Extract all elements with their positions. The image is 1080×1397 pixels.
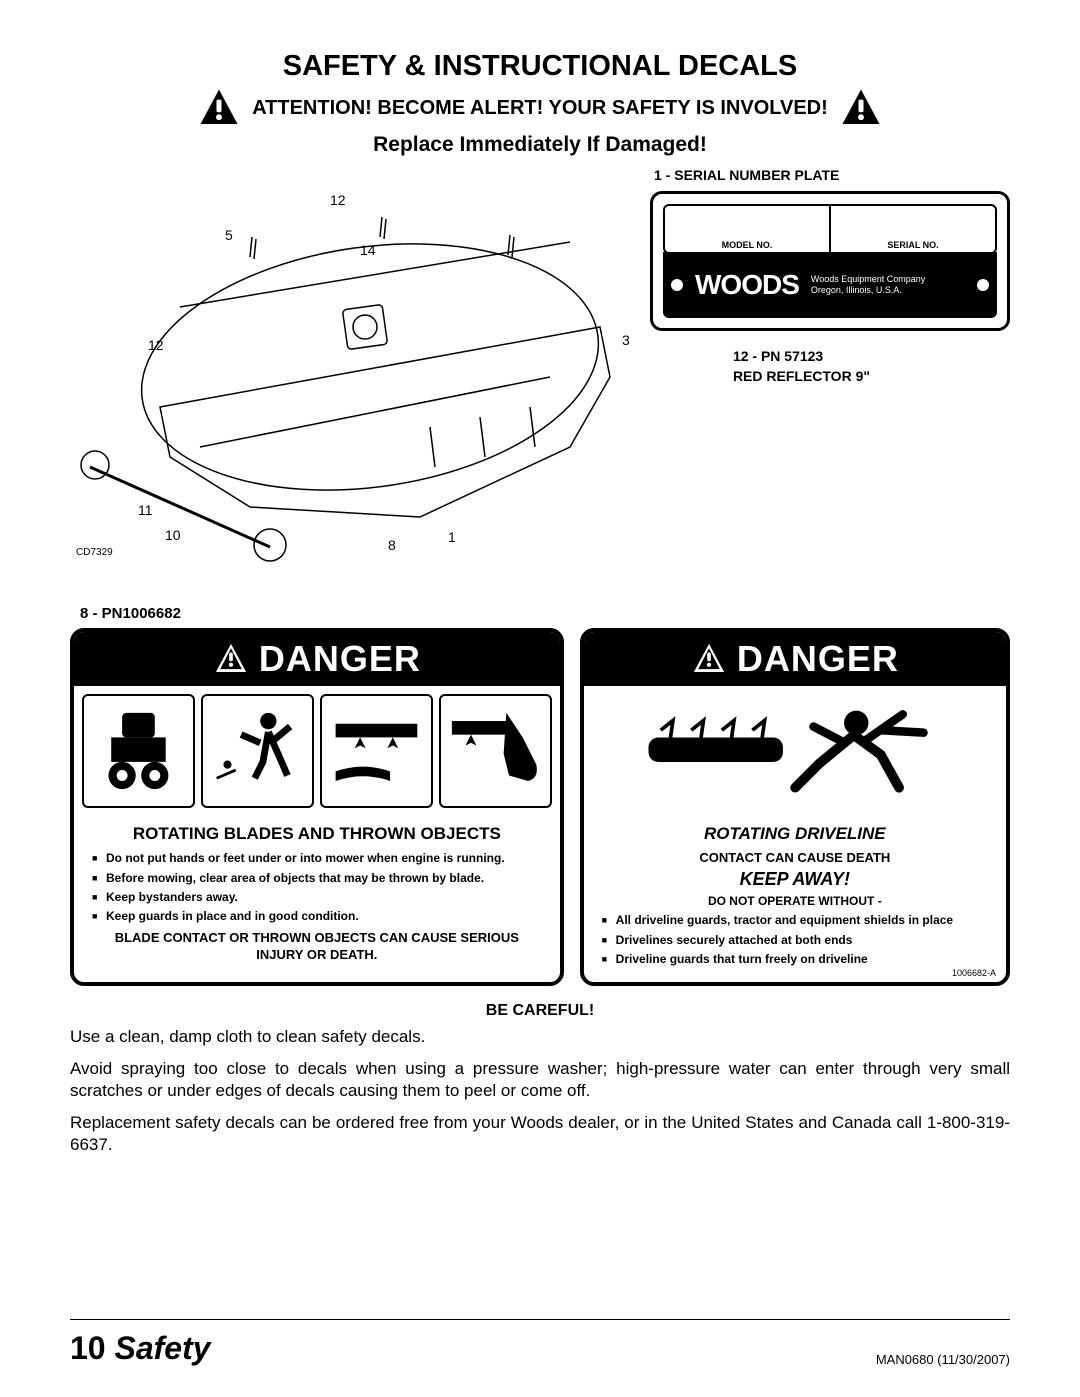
pn12-line2: RED REFLECTOR 9" bbox=[733, 367, 870, 387]
serial-plate: MODEL NO. SERIAL NO. WOODS Woods Equipme… bbox=[650, 191, 1010, 331]
callout-5: 5 bbox=[225, 227, 233, 243]
danger-title: ROTATING BLADES AND THROWN OBJECTS bbox=[90, 824, 544, 844]
serial-number-block: 1 - SERIAL NUMBER PLATE MODEL NO. SERIAL… bbox=[650, 167, 1010, 331]
callout-12b: 12 bbox=[148, 337, 164, 353]
callout-1: 1 bbox=[448, 529, 456, 545]
danger-bullets: All driveline guards, tractor and equipm… bbox=[600, 912, 990, 967]
danger-pictogram bbox=[584, 686, 1006, 816]
footer-left: 10 Safety bbox=[70, 1330, 211, 1367]
header: SAFETY & INSTRUCTIONAL DECALS ATTENTION!… bbox=[70, 50, 1010, 157]
model-no-label: MODEL NO. bbox=[665, 206, 831, 252]
company-line2: Oregon, Illinois, U.S.A. bbox=[811, 285, 925, 296]
decal-number: 1006682-A bbox=[952, 968, 996, 978]
danger-bullets: Do not put hands or feet under or into m… bbox=[90, 850, 544, 924]
danger-body: ROTATING BLADES AND THROWN OBJECTS Do no… bbox=[74, 816, 560, 976]
be-careful-block: BE CAREFUL! Use a clean, damp cloth to c… bbox=[70, 1002, 1010, 1156]
doc-id: MAN0680 (11/30/2007) bbox=[876, 1352, 1010, 1367]
brand-logo: WOODS bbox=[695, 269, 799, 301]
danger-row: DANGER ROTATING BLADES AND THROWN OBJECT… bbox=[70, 628, 1010, 986]
page-number: 10 bbox=[70, 1330, 106, 1366]
attention-row: ATTENTION! BECOME ALERT! YOUR SAFETY IS … bbox=[70, 87, 1010, 129]
page-title: SAFETY & INSTRUCTIONAL DECALS bbox=[283, 50, 798, 83]
pictogram-driveline bbox=[614, 696, 976, 806]
callout-12a: 12 bbox=[330, 192, 346, 208]
warning-icon bbox=[840, 87, 882, 129]
diagram-area: 5 12 14 12 3 11 10 8 1 CD7329 1 - SERIAL… bbox=[70, 167, 1010, 597]
pictogram-blade bbox=[320, 694, 433, 808]
serial-plate-top: MODEL NO. SERIAL NO. bbox=[663, 204, 997, 254]
careful-p3: Replacement safety decals can be ordered… bbox=[70, 1112, 1010, 1156]
serial-plate-label: 1 - SERIAL NUMBER PLATE bbox=[654, 167, 1010, 183]
danger-pictograms bbox=[74, 686, 560, 816]
footer: 10 Safety MAN0680 (11/30/2007) bbox=[70, 1319, 1010, 1367]
danger-header: DANGER bbox=[74, 632, 560, 686]
replace-text: Replace Immediately If Damaged! bbox=[70, 133, 1010, 157]
danger-header: DANGER bbox=[584, 632, 1006, 686]
pn8-label: 8 - PN1006682 bbox=[80, 605, 1010, 622]
pictogram-thrown bbox=[201, 694, 314, 808]
pictogram-tractor bbox=[82, 694, 195, 808]
danger-warning: BLADE CONTACT OR THROWN OBJECTS CAN CAUS… bbox=[90, 930, 544, 964]
company-line1: Woods Equipment Company bbox=[811, 274, 925, 285]
rivet-icon bbox=[671, 279, 683, 291]
do-not-operate: DO NOT OPERATE WITHOUT - bbox=[600, 894, 990, 908]
keep-away: KEEP AWAY! bbox=[600, 869, 990, 890]
bullet-item: Driveline guards that turn freely on dri… bbox=[602, 951, 988, 967]
danger-text: DANGER bbox=[259, 638, 421, 680]
callout-11: 11 bbox=[138, 502, 153, 518]
danger-title: ROTATING DRIVELINE bbox=[600, 824, 990, 844]
mower-diagram bbox=[70, 167, 640, 587]
bullet-item: Do not put hands or feet under or into m… bbox=[92, 850, 542, 866]
callout-3: 3 bbox=[622, 332, 630, 348]
pictogram-foot bbox=[439, 694, 552, 808]
bullet-item: Keep guards in place and in good conditi… bbox=[92, 908, 542, 924]
serial-plate-bottom: WOODS Woods Equipment Company Oregon, Il… bbox=[663, 252, 997, 318]
page: SAFETY & INSTRUCTIONAL DECALS ATTENTION!… bbox=[0, 0, 1080, 1397]
callout-14: 14 bbox=[360, 242, 376, 258]
danger-text: DANGER bbox=[737, 638, 899, 680]
warning-icon bbox=[213, 641, 249, 677]
warning-icon bbox=[198, 87, 240, 129]
pn12-line1: 12 - PN 57123 bbox=[733, 347, 870, 367]
diagram-code: CD7329 bbox=[76, 547, 113, 558]
bullet-item: Keep bystanders away. bbox=[92, 889, 542, 905]
title-row: SAFETY & INSTRUCTIONAL DECALS bbox=[70, 50, 1010, 83]
serial-no-label: SERIAL NO. bbox=[831, 206, 995, 252]
careful-p1: Use a clean, damp cloth to clean safety … bbox=[70, 1026, 1010, 1048]
callout-10: 10 bbox=[165, 527, 181, 543]
danger-card-right: DANGER ROTATING DRIVELINE CONTACT CAN CA… bbox=[580, 628, 1010, 986]
rivet-icon bbox=[977, 279, 989, 291]
bullet-item: All driveline guards, tractor and equipm… bbox=[602, 912, 988, 928]
careful-p2: Avoid spraying too close to decals when … bbox=[70, 1058, 1010, 1102]
callout-8: 8 bbox=[388, 537, 396, 553]
company-info: Woods Equipment Company Oregon, Illinois… bbox=[811, 274, 925, 296]
danger-subtitle: CONTACT CAN CAUSE DEATH bbox=[600, 850, 990, 865]
danger-card-left: DANGER ROTATING BLADES AND THROWN OBJECT… bbox=[70, 628, 564, 986]
danger-body: ROTATING DRIVELINE CONTACT CAN CAUSE DEA… bbox=[584, 816, 1006, 982]
bullet-item: Drivelines securely attached at both end… bbox=[602, 932, 988, 948]
bullet-item: Before mowing, clear area of objects tha… bbox=[92, 870, 542, 886]
pn12-label: 12 - PN 57123 RED REFLECTOR 9" bbox=[733, 347, 870, 386]
attention-text: ATTENTION! BECOME ALERT! YOUR SAFETY IS … bbox=[252, 97, 828, 120]
warning-icon bbox=[691, 641, 727, 677]
section-name: Safety bbox=[114, 1330, 210, 1366]
be-careful-title: BE CAREFUL! bbox=[70, 1002, 1010, 1020]
